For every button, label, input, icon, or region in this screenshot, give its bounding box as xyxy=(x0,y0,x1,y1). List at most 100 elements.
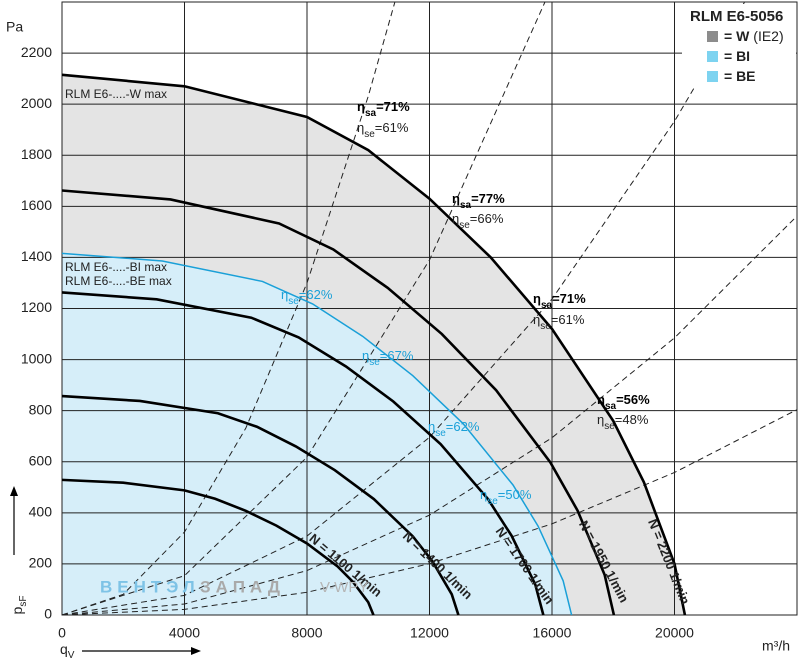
system-curve xyxy=(61,1,546,616)
label-text: =71% xyxy=(376,99,410,114)
max-curve xyxy=(61,252,573,616)
label-main: η xyxy=(452,211,459,226)
label-main: η xyxy=(452,191,460,206)
speed-curve xyxy=(61,478,375,616)
y-tick-label: 1800 xyxy=(21,146,52,162)
efficiency-label: ηsa=77% xyxy=(452,191,505,210)
system-curve xyxy=(61,1,746,616)
label-main: η xyxy=(281,287,288,302)
max-curve-label: RLM E6-....-BI max xyxy=(65,260,167,274)
y-tick-label: 2200 xyxy=(21,44,52,60)
label-text: =61% xyxy=(375,120,409,135)
label-text: =77% xyxy=(471,191,505,206)
y-unit: Pa xyxy=(6,19,23,35)
label-main: η xyxy=(362,348,369,363)
label-main: p xyxy=(9,606,25,614)
max-curve-label: RLM E6-....-BE max xyxy=(65,274,172,288)
label-sub: se xyxy=(435,428,446,439)
label-sub: se xyxy=(288,296,299,307)
speed-curve xyxy=(61,394,460,616)
x-tick-label: 12000 xyxy=(410,625,449,641)
label-sub: se xyxy=(459,220,470,231)
y-tick-label: 1400 xyxy=(21,248,52,264)
label-main: η xyxy=(357,120,364,135)
x-arrow-head xyxy=(191,647,201,655)
efficiency-label: ηse=48% xyxy=(597,412,649,431)
label-text: =62% xyxy=(446,419,480,434)
speed-curve xyxy=(61,189,616,616)
efficiency-label: ηse=61% xyxy=(533,312,585,331)
x-axis-label: qV xyxy=(60,641,75,658)
label-text: =56% xyxy=(616,392,650,407)
legend-note: (IE2) xyxy=(753,28,783,44)
label-text: =50% xyxy=(498,487,532,502)
label-main: η xyxy=(357,99,365,114)
legend-box xyxy=(682,4,796,88)
label-text: =62% xyxy=(299,287,333,302)
watermark: ВЕНТЭЛ xyxy=(100,577,200,596)
label-sub: se xyxy=(369,357,380,368)
label-main: η xyxy=(597,392,605,407)
label-sub: V xyxy=(68,650,75,658)
label-text: =66% xyxy=(470,211,504,226)
max-curve-label: RLM E6-....-W max xyxy=(65,87,167,101)
x-tick-label: 0 xyxy=(58,625,66,641)
y-tick-label: 800 xyxy=(29,401,53,417)
label-text: =61% xyxy=(551,312,585,327)
label-text: =48% xyxy=(615,412,649,427)
efficiency-label: ηse=66% xyxy=(452,211,504,230)
efficiency-label: ηse=62% xyxy=(281,287,333,306)
y-axis-label: psF xyxy=(9,596,29,615)
y-tick-label: 2000 xyxy=(21,95,52,111)
label-main: η xyxy=(597,412,604,427)
plot-border xyxy=(61,1,798,616)
y-tick-label: 1600 xyxy=(21,197,52,213)
label-sub: se xyxy=(540,321,551,332)
x-tick-label: 8000 xyxy=(291,625,322,641)
x-tick-label: 16000 xyxy=(533,625,572,641)
legend-swatch xyxy=(707,31,718,42)
legend-swatch xyxy=(707,71,718,82)
label-sub: se xyxy=(604,421,615,432)
label-main: q xyxy=(60,641,68,657)
y-tick-label: 400 xyxy=(29,504,53,520)
label-sub: sa xyxy=(460,200,472,211)
label-main: η xyxy=(428,419,435,434)
label-text: =67% xyxy=(380,348,414,363)
legend-label: = W xyxy=(724,28,750,44)
label-main: η xyxy=(533,291,541,306)
label-main: η xyxy=(480,487,487,502)
label-sub: sa xyxy=(365,108,377,119)
label-sub: se xyxy=(364,129,375,140)
label-sub: sa xyxy=(541,300,553,311)
y-tick-label: 200 xyxy=(29,555,53,571)
system-curve xyxy=(61,215,798,616)
y-arrow-head xyxy=(10,486,18,496)
watermark: ЗАПАД xyxy=(200,577,285,596)
legend-label: = BI xyxy=(724,48,750,64)
legend-title: RLM E6-5056 xyxy=(690,8,783,25)
legend-entry: = W (IE2) xyxy=(724,28,784,44)
y-tick-label: 1000 xyxy=(21,350,52,366)
y-tick-label: 0 xyxy=(44,606,52,622)
legend-entry: = BI xyxy=(724,48,750,64)
label-text: =71% xyxy=(552,291,586,306)
legend-label: = BE xyxy=(724,68,756,84)
y-tick-label: 1200 xyxy=(21,299,52,315)
efficiency-label: ηse=67% xyxy=(362,348,414,367)
speed-curve xyxy=(61,291,545,616)
x-unit: m³/h xyxy=(762,638,790,654)
legend-entry: = BE xyxy=(724,68,756,84)
efficiency-label: ηsa=71% xyxy=(357,99,410,118)
label-main: η xyxy=(533,312,540,327)
y-tick-label: 600 xyxy=(29,452,53,468)
x-tick-label: 4000 xyxy=(169,625,200,641)
system-curve xyxy=(61,1,396,616)
efficiency-label: ηse=62% xyxy=(428,419,480,438)
efficiency-label: ηsa=56% xyxy=(597,392,650,411)
label-sub: sa xyxy=(605,401,617,412)
system-curve xyxy=(61,409,798,616)
legend-swatch xyxy=(707,51,718,62)
watermark: V-WPY xyxy=(320,579,368,596)
